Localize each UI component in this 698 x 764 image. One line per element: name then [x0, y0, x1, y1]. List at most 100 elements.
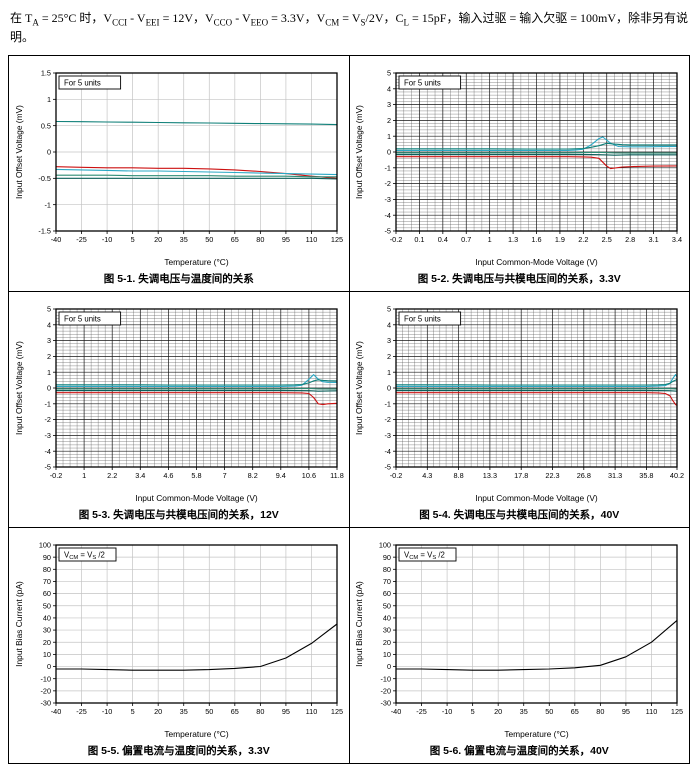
svg-text:-1: -1 [385, 163, 392, 172]
svg-text:2: 2 [47, 352, 51, 361]
svg-text:20: 20 [154, 235, 162, 244]
svg-text:100: 100 [39, 540, 51, 549]
svg-text:22.3: 22.3 [546, 471, 560, 480]
svg-text:-10: -10 [102, 235, 113, 244]
svg-text:26.8: 26.8 [577, 471, 591, 480]
figure-grid: -40 -25 -10 5 20 35 50 65 80 95 110 125 -1.5 -1 -0.5 0 0… [8, 54, 690, 764]
svg-text:70: 70 [43, 577, 51, 586]
svg-text:0: 0 [387, 147, 391, 156]
svg-text:2.2: 2.2 [579, 235, 589, 244]
chart-offset-voltage-vs-temperature: -40 -25 -10 5 20 35 50 65 80 95 110 125 -1.5 -1 -0.5 0 0… [14, 68, 343, 266]
svg-text:2.2: 2.2 [107, 471, 117, 480]
svg-text:125: 125 [331, 235, 343, 244]
svg-text:4.6: 4.6 [163, 471, 173, 480]
svg-text:-1: -1 [44, 399, 51, 408]
svg-text:35: 35 [179, 235, 187, 244]
svg-text:-3: -3 [385, 431, 392, 440]
chart-offset-voltage-vs-vcm-40v: -0.2 4.3 8.8 13.3 17.8 22.3 26.8 31.3 35.8 40.2 -5… [354, 304, 684, 503]
svg-text:Input Common-Mode Voltage (V): Input Common-Mode Voltage (V) [476, 493, 599, 503]
svg-text:3.4: 3.4 [135, 471, 145, 480]
svg-text:-10: -10 [381, 674, 392, 683]
svg-text:50: 50 [205, 235, 213, 244]
svg-text:80: 80 [383, 565, 391, 574]
svg-text:50: 50 [545, 707, 553, 716]
svg-text:3: 3 [387, 336, 391, 345]
svg-text:5: 5 [387, 304, 391, 313]
svg-text:80: 80 [597, 707, 605, 716]
svg-text:11.8: 11.8 [330, 471, 344, 480]
svg-text:-4: -4 [385, 447, 392, 456]
svg-text:35: 35 [520, 707, 528, 716]
svg-text:-30: -30 [381, 698, 392, 707]
svg-text:90: 90 [43, 553, 51, 562]
svg-text:For 5 units: For 5 units [64, 78, 101, 87]
svg-text:For 5 units: For 5 units [404, 78, 441, 87]
svg-text:4: 4 [387, 84, 391, 93]
svg-text:-2: -2 [385, 179, 392, 188]
svg-text:50: 50 [43, 601, 51, 610]
svg-text:Input Offset Voltage (mV): Input Offset Voltage (mV) [14, 341, 24, 435]
svg-text:-5: -5 [385, 462, 392, 471]
svg-text:Input Common-Mode Voltage (V): Input Common-Mode Voltage (V) [135, 493, 258, 503]
svg-text:30: 30 [383, 626, 391, 635]
svg-text:31.3: 31.3 [608, 471, 622, 480]
svg-text:20: 20 [383, 638, 391, 647]
svg-text:Input Bias Current (pA): Input Bias Current (pA) [14, 581, 24, 667]
svg-text:-0.2: -0.2 [390, 235, 403, 244]
svg-text:20: 20 [43, 638, 51, 647]
svg-text:2.5: 2.5 [602, 235, 612, 244]
svg-text:1.9: 1.9 [555, 235, 565, 244]
svg-text:Input Common-Mode Voltage (V): Input Common-Mode Voltage (V) [476, 257, 599, 267]
svg-text:-40: -40 [50, 707, 61, 716]
svg-text:8.8: 8.8 [454, 471, 464, 480]
svg-text:3: 3 [47, 336, 51, 345]
svg-text:9.4: 9.4 [275, 471, 285, 480]
svg-text:4: 4 [47, 320, 51, 329]
svg-text:20: 20 [494, 707, 502, 716]
svg-text:3.1: 3.1 [649, 235, 659, 244]
svg-text:50: 50 [383, 601, 391, 610]
figure-caption-5-6: 图 5-6. 偏置电流与温度间的关系，40V [429, 744, 609, 757]
svg-text:95: 95 [622, 707, 630, 716]
svg-text:30: 30 [43, 626, 51, 635]
svg-text:-0.2: -0.2 [49, 471, 62, 480]
svg-text:90: 90 [383, 553, 391, 562]
svg-text:1: 1 [387, 368, 391, 377]
svg-text:0: 0 [47, 662, 51, 671]
svg-text:17.8: 17.8 [514, 471, 528, 480]
svg-text:0.7: 0.7 [461, 235, 471, 244]
svg-text:1: 1 [488, 235, 492, 244]
svg-text:50: 50 [205, 707, 213, 716]
svg-text:For 5 units: For 5 units [64, 314, 101, 323]
svg-text:35.8: 35.8 [640, 471, 654, 480]
svg-text:5: 5 [130, 235, 134, 244]
svg-text:13.3: 13.3 [483, 471, 497, 480]
chart-bias-current-vs-temperature-3v3: -40 -25 -10 5 20 35 50 65 80 95 110 125 -30 -20 -10 0 10… [14, 540, 343, 738]
svg-text:0: 0 [387, 662, 391, 671]
svg-text:60: 60 [383, 589, 391, 598]
svg-text:-2: -2 [44, 415, 51, 424]
svg-text:VCM = VS /2: VCM = VS /2 [64, 550, 105, 561]
svg-text:0.1: 0.1 [415, 235, 425, 244]
svg-text:1.5: 1.5 [41, 68, 51, 77]
chart-offset-voltage-vs-vcm-12v: -0.2 1 2.2 3.4 4.6 5.8 7 8.2 9.4 10.6 11.8 -5 -4 -3 -2… [14, 304, 344, 503]
svg-text:-1.5: -1.5 [38, 226, 51, 235]
svg-text:65: 65 [231, 707, 239, 716]
figure-caption-5-2: 图 5-2. 失调电压与共模电压间的关系，3.3V [417, 272, 621, 285]
svg-text:40: 40 [383, 613, 391, 622]
svg-text:Input Offset Voltage (mV): Input Offset Voltage (mV) [14, 105, 24, 199]
svg-text:70: 70 [383, 577, 391, 586]
svg-text:-40: -40 [391, 707, 402, 716]
svg-text:10: 10 [383, 650, 391, 659]
figure-panel-5-1: -40 -25 -10 5 20 35 50 65 80 95 110 125 -1.5 -1 -0.5 0 0… [9, 55, 350, 292]
svg-text:2.8: 2.8 [625, 235, 635, 244]
svg-text:125: 125 [331, 707, 343, 716]
figure-caption-5-3: 图 5-3. 失调电压与共模电压间的关系，12V [78, 508, 279, 521]
svg-text:1: 1 [82, 471, 86, 480]
svg-text:-10: -10 [40, 674, 51, 683]
figure-caption-5-4: 图 5-4. 失调电压与共模电压间的关系，40V [419, 508, 620, 521]
svg-text:1: 1 [47, 95, 51, 104]
test-conditions-text: 在 TA = 25°C 时，VCCI - VEEI = 12V，VCCO - V… [10, 11, 688, 45]
svg-text:-3: -3 [385, 195, 392, 204]
